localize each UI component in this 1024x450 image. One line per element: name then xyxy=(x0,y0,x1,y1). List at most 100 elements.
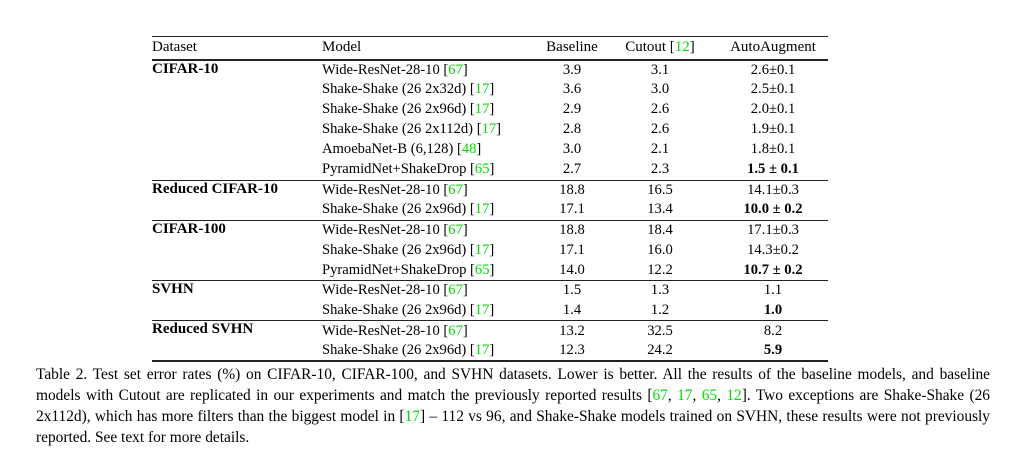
cutout-value: 2.3 xyxy=(650,161,670,178)
table-row: Shake-Shake (26 2x112d) [17] 2.8 2.6 1.9±0.… xyxy=(152,120,828,140)
dataset-name: CIFAR-10 xyxy=(152,60,219,77)
citation-ref[interactable]: 48 xyxy=(461,141,477,158)
baseline-value: 1.5 xyxy=(562,282,582,299)
text-run: ] xyxy=(489,261,495,278)
autoaugment-value: 10.7 ± 0.2 xyxy=(743,261,803,278)
table-row: Shake-Shake (26 2x96d) [17] 12.3 24.2 5.9 xyxy=(152,341,828,361)
cutout-value: 18.4 xyxy=(647,222,673,239)
citation-ref[interactable]: 67 xyxy=(448,222,463,239)
citation-ref[interactable]: 17 xyxy=(474,301,490,318)
text-run: ] xyxy=(489,201,495,218)
model-cell: Shake-Shake (26 2x96d) [17] xyxy=(322,301,542,321)
col-header-dataset: Dataset xyxy=(152,39,197,56)
model-cell: PyramidNet+ShakeDrop [65] xyxy=(322,160,542,180)
autoaugment-value: 1.5 ± 0.1 xyxy=(747,161,799,178)
dataset-group: CIFAR-100 Wide-ResNet-28-10 [67] 18.8 18.4 1… xyxy=(152,220,828,280)
citation-ref[interactable]: 12 xyxy=(726,387,742,404)
citation-ref[interactable]: 17 xyxy=(474,241,490,258)
text-run: ] xyxy=(462,282,468,299)
baseline-value: 14.0 xyxy=(559,261,585,278)
cutout-value: 2.1 xyxy=(650,141,670,158)
text-run: ] xyxy=(489,81,495,98)
text-run: Shake-Shake (26 2x112d) [ xyxy=(322,121,482,138)
citation-ref[interactable]: 65 xyxy=(701,387,718,404)
text-run: ] xyxy=(489,161,495,178)
dataset-group: SVHN Wide-ResNet-28-10 [67] 1.5 1.3 1.1 Shake… xyxy=(152,280,828,321)
dataset-group: CIFAR-10 Wide-ResNet-28-10 [67] 3.9 3.1 2.6±… xyxy=(152,59,828,181)
citation-ref[interactable]: 67 xyxy=(652,387,668,404)
table-row: Reduced CIFAR-10 Wide-ResNet-28-10 [67] 18… xyxy=(152,180,828,200)
table-row: Shake-Shake (26 2x32d) [17] 3.6 3.0 2.5±0.1 xyxy=(152,80,828,100)
citation-ref[interactable]: 67 xyxy=(448,181,463,198)
dataset-group: Reduced SVHN Wide-ResNet-28-10 [67] 13.2 32… xyxy=(152,320,828,361)
baseline-value: 2.7 xyxy=(562,161,582,178)
citation-ref[interactable]: 17 xyxy=(677,387,693,404)
citation-ref[interactable]: 17 xyxy=(474,201,490,218)
col-header-model: Model xyxy=(322,39,362,56)
text-run: ] xyxy=(489,301,495,318)
baseline-value: 1.4 xyxy=(562,301,582,318)
table-row: Shake-Shake (26 2x96d) [17] 17.1 16.0 14.3±… xyxy=(152,240,828,260)
baseline-value: 17.1 xyxy=(559,241,585,258)
col-header-cutout: Cutout [12] xyxy=(602,37,718,60)
text-run: ] xyxy=(462,222,468,239)
table-header: Dataset Model Baseline Cutout [12] AutoA… xyxy=(152,37,828,60)
text-run: Wide-ResNet-28-10 [ xyxy=(322,322,449,339)
text-run: ]. Two exceptions are Shake-Shake (26 2x… xyxy=(36,387,990,425)
text-run: ] xyxy=(489,101,495,118)
cutout-value: 2.6 xyxy=(650,121,670,138)
citation-ref[interactable]: 17 xyxy=(404,408,420,425)
text-run: AmoebaNet-B (6,128) [ xyxy=(322,141,462,158)
cutout-value: 32.5 xyxy=(647,322,673,339)
autoaugment-value: 2.5±0.1 xyxy=(750,81,796,98)
text-run: Shake-Shake (26 2x96d) [ xyxy=(322,201,475,218)
baseline-value: 2.8 xyxy=(562,121,582,138)
text-run: , xyxy=(667,387,678,404)
citation-ref[interactable]: 67 xyxy=(448,61,463,78)
model-cell: Wide-ResNet-28-10 [67] xyxy=(322,60,542,80)
table-caption: Table 2. Test set error rates (%) on CIF… xyxy=(36,364,990,448)
autoaugment-value: 5.9 xyxy=(763,341,783,358)
text-run: Wide-ResNet-28-10 [ xyxy=(322,222,449,239)
baseline-value: 2.9 xyxy=(562,101,582,118)
citation-ref[interactable]: 65 xyxy=(474,261,490,278)
header-row: Dataset Model Baseline Cutout [12] AutoA… xyxy=(152,37,828,60)
model-cell: Shake-Shake (26 2x96d) [17] xyxy=(322,341,542,361)
citation-ref[interactable]: 17 xyxy=(474,81,490,98)
model-cell: Shake-Shake (26 2x32d) [17] xyxy=(322,80,542,100)
citation-ref[interactable]: 65 xyxy=(474,161,490,178)
citation-ref[interactable]: 17 xyxy=(474,341,490,358)
autoaugment-value: 2.6±0.1 xyxy=(750,61,796,78)
dataset-group: Reduced CIFAR-10 Wide-ResNet-28-10 [67] 18… xyxy=(152,180,828,220)
autoaugment-value: 14.1±0.3 xyxy=(747,181,799,198)
cutout-value: 16.0 xyxy=(647,241,673,258)
autoaugment-value: 17.1±0.3 xyxy=(747,222,799,239)
citation-ref[interactable]: 12 xyxy=(674,39,690,56)
table-row: Shake-Shake (26 2x96d) [17] 2.9 2.6 2.0±0.1 xyxy=(152,100,828,120)
text-run: Shake-Shake (26 2x96d) [ xyxy=(322,241,475,258)
table-row: SVHN Wide-ResNet-28-10 [67] 1.5 1.3 1.1 xyxy=(152,281,828,301)
text-run: Cutout [ xyxy=(625,39,675,56)
baseline-value: 12.3 xyxy=(559,341,585,358)
dataset-name: CIFAR-100 xyxy=(152,220,226,237)
col-header-autoaugment: AutoAugment xyxy=(730,39,816,56)
table-row: PyramidNet+ShakeDrop [65] 2.7 2.3 1.5 ± 0.1 xyxy=(152,160,828,180)
cutout-value: 16.5 xyxy=(647,181,673,198)
baseline-value: 3.6 xyxy=(562,81,582,98)
dataset-name: SVHN xyxy=(152,281,194,298)
citation-ref[interactable]: 67 xyxy=(448,282,463,299)
model-cell: Shake-Shake (26 2x96d) [17] xyxy=(322,200,542,220)
baseline-value: 3.9 xyxy=(562,61,582,78)
table-row: Reduced SVHN Wide-ResNet-28-10 [67] 13.2 32… xyxy=(152,321,828,341)
baseline-value: 17.1 xyxy=(559,201,585,218)
model-cell: Wide-ResNet-28-10 [67] xyxy=(322,321,542,341)
text-run: Shake-Shake (26 2x96d) [ xyxy=(322,341,475,358)
text-run: ] xyxy=(462,322,468,339)
model-cell: AmoebaNet-B (6,128) [48] xyxy=(322,140,542,160)
citation-ref[interactable]: 17 xyxy=(474,101,490,118)
text-run: PyramidNet+ShakeDrop [ xyxy=(322,261,475,278)
citation-ref[interactable]: 17 xyxy=(481,121,497,138)
text-run: ] – 112 vs 96, and Shake-Shake models tr… xyxy=(36,408,990,446)
text-run: ] xyxy=(462,61,468,78)
citation-ref[interactable]: 67 xyxy=(448,322,463,339)
